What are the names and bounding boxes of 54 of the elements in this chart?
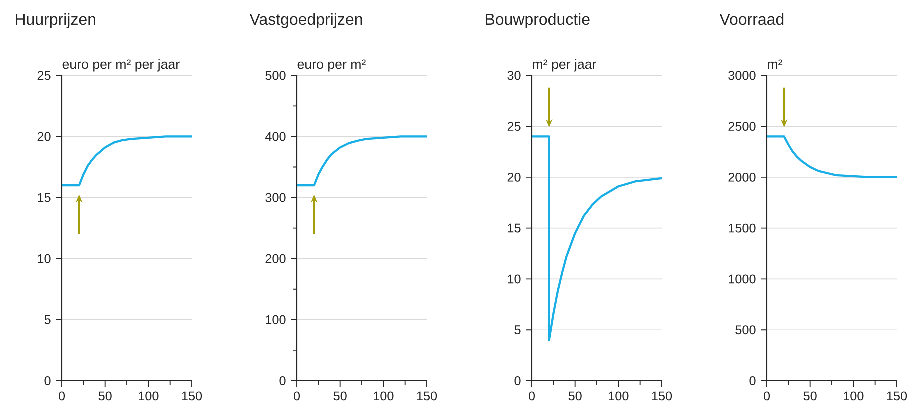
- y-tick-label: 25: [38, 71, 51, 80]
- y-tick-label: 2500: [728, 122, 756, 132]
- y-tick-label: 100: [266, 315, 286, 324]
- y-tick-label: 500: [266, 71, 286, 80]
- y-tick-label: 5: [514, 326, 521, 335]
- y-tick-label: 3000: [728, 71, 756, 80]
- y-tick-label: 300: [266, 193, 286, 202]
- line-series: [530, 136, 664, 342]
- x-tick-label: 100: [139, 392, 159, 401]
- y-tick-label: 2000: [728, 172, 756, 182]
- y-tick-label: 0: [44, 376, 51, 386]
- x-tick-label: 0: [294, 392, 300, 401]
- x-tick-label: 150: [652, 392, 672, 401]
- x-tick-label: 0: [58, 392, 66, 401]
- x-tick-label: 150: [887, 392, 908, 401]
- x-tick-label: 50: [98, 392, 112, 401]
- y-axis-title: euro per m² per jaar: [62, 59, 180, 72]
- chart-title: Vastgoedprijzen: [250, 13, 362, 28]
- x-tick-label: 0: [528, 392, 536, 401]
- y-tick-label: 500: [736, 326, 756, 335]
- y-tick-label: 0: [280, 376, 286, 386]
- y-tick-label: 15: [38, 193, 51, 202]
- y-axis-title: euro per m²: [298, 60, 366, 72]
- y-tick-label: 10: [508, 274, 521, 284]
- x-tick-label: 50: [334, 392, 347, 401]
- line-series: [60, 136, 194, 187]
- x-tick-label: 100: [844, 392, 864, 401]
- y-tick-label: 20: [508, 172, 521, 182]
- y-tick-label: 10: [38, 254, 51, 264]
- line-series: [766, 136, 898, 179]
- y-tick-label: 15: [508, 224, 521, 233]
- x-tick-label: 100: [609, 392, 629, 401]
- y-axis-title: m²: [768, 60, 783, 69]
- y-tick-label: 1000: [729, 274, 756, 284]
- y-tick-label: 0: [750, 376, 756, 386]
- y-axis-title: m² per jaar: [533, 59, 596, 72]
- x-tick-label: 50: [804, 392, 817, 401]
- x-tick-label: 100: [374, 392, 394, 401]
- y-tick-label: 30: [508, 71, 521, 80]
- chart-title: Voorraad: [720, 13, 784, 26]
- x-tick-label: 0: [764, 392, 770, 401]
- y-tick-label: 400: [265, 132, 286, 142]
- x-tick-label: 150: [182, 392, 202, 401]
- y-tick-label: 20: [38, 132, 51, 142]
- x-tick-label: 150: [417, 392, 438, 401]
- y-tick-label: 1500: [729, 224, 756, 233]
- x-tick-label: 50: [568, 392, 582, 401]
- y-tick-label: 0: [514, 376, 521, 386]
- chart-title: Bouwproductie: [486, 13, 590, 28]
- y-tick-label: 5: [44, 316, 51, 324]
- line-series: [296, 136, 428, 187]
- chart-title: Huurprijzen: [16, 13, 96, 28]
- y-tick-label: 25: [508, 122, 521, 132]
- y-tick-label: 200: [266, 254, 286, 264]
